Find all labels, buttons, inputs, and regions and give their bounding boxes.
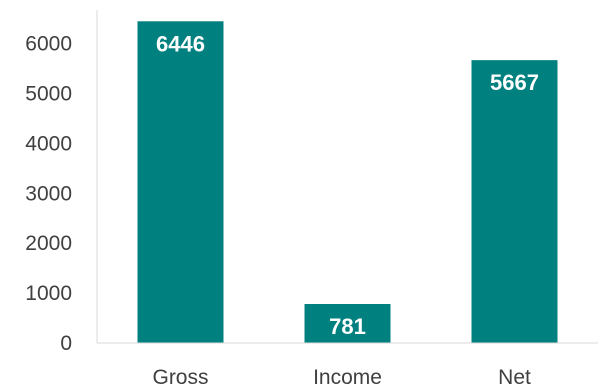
bars bbox=[137, 21, 558, 343]
x-tick-label-net: Net bbox=[498, 366, 531, 387]
bar-gross bbox=[137, 21, 224, 343]
y-axis: 0 1000 2000 3000 4000 5000 6000 bbox=[25, 10, 98, 355]
data-label-gross: 6446 bbox=[156, 31, 205, 56]
y-tick-label: 4000 bbox=[25, 132, 72, 155]
data-label-net: 5667 bbox=[490, 70, 539, 95]
bar-income bbox=[304, 304, 391, 343]
y-tick-label: 6000 bbox=[25, 33, 72, 56]
y-tick-label: 5000 bbox=[25, 82, 72, 105]
y-tick-label: 0 bbox=[60, 332, 72, 355]
x-axis: Gross Income Net bbox=[97, 342, 598, 387]
bar-net bbox=[471, 60, 558, 343]
x-tick-label-gross: Gross bbox=[152, 366, 208, 387]
x-tick-label-income: Income bbox=[313, 366, 382, 387]
data-label-income: 781 bbox=[329, 314, 366, 339]
data-labels: 6446 781 5667 bbox=[156, 31, 539, 339]
y-tick-label: 1000 bbox=[25, 282, 72, 305]
y-tick-label: 3000 bbox=[25, 182, 72, 205]
y-tick-label: 2000 bbox=[25, 232, 72, 255]
